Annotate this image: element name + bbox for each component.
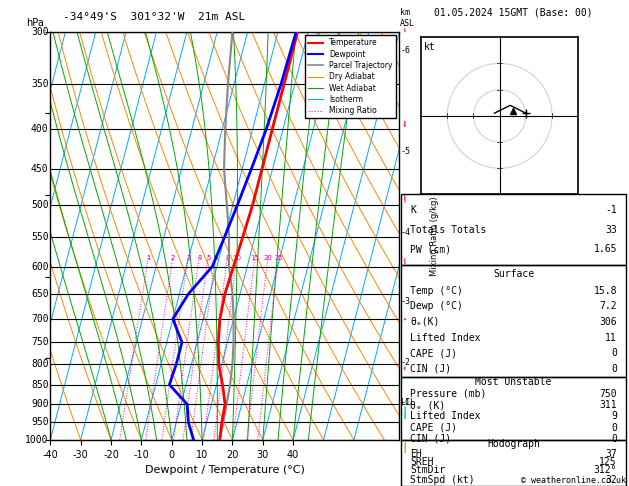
- Text: Dewp (°C): Dewp (°C): [410, 301, 463, 311]
- Text: 5: 5: [206, 255, 211, 261]
- Text: 0: 0: [611, 364, 617, 374]
- Text: CIN (J): CIN (J): [410, 434, 452, 444]
- Text: Most Unstable: Most Unstable: [476, 377, 552, 387]
- Text: -2: -2: [400, 358, 410, 366]
- Text: -1: -1: [400, 398, 410, 407]
- Text: 20: 20: [264, 255, 272, 261]
- Text: 400: 400: [31, 124, 48, 134]
- Text: © weatheronline.co.uk: © weatheronline.co.uk: [521, 475, 626, 485]
- Text: CAPE (J): CAPE (J): [410, 423, 457, 433]
- Text: 0: 0: [611, 348, 617, 358]
- Text: 0: 0: [611, 423, 617, 433]
- Text: 300: 300: [31, 27, 48, 36]
- Text: 850: 850: [31, 380, 48, 390]
- Text: 950: 950: [31, 417, 48, 428]
- Text: 1: 1: [147, 255, 151, 261]
- Text: -3: -3: [400, 297, 410, 306]
- Text: 900: 900: [31, 399, 48, 409]
- Text: θₑ (K): θₑ (K): [410, 400, 445, 410]
- Text: 6: 6: [213, 255, 218, 261]
- Text: Pressure (mb): Pressure (mb): [410, 389, 487, 399]
- Text: 350: 350: [31, 79, 48, 89]
- Text: Totals Totals: Totals Totals: [410, 225, 487, 235]
- Text: 2: 2: [171, 255, 175, 261]
- Text: 7.2: 7.2: [599, 301, 617, 311]
- Text: 4: 4: [198, 255, 202, 261]
- Text: 700: 700: [31, 314, 48, 324]
- Text: -6: -6: [400, 46, 410, 55]
- Text: CAPE (J): CAPE (J): [410, 348, 457, 358]
- Text: 3: 3: [186, 255, 191, 261]
- Text: Temp (°C): Temp (°C): [410, 286, 463, 295]
- Text: θₑ(K): θₑ(K): [410, 317, 440, 327]
- Text: Surface: Surface: [493, 269, 534, 279]
- Text: 450: 450: [31, 164, 48, 174]
- Text: 8: 8: [225, 255, 230, 261]
- Text: km
ASL: km ASL: [400, 8, 415, 28]
- Text: -4: -4: [400, 227, 410, 237]
- Text: 0: 0: [611, 434, 617, 444]
- X-axis label: Dewpoint / Temperature (°C): Dewpoint / Temperature (°C): [145, 465, 305, 475]
- Text: 01.05.2024 15GMT (Base: 00): 01.05.2024 15GMT (Base: 00): [434, 7, 593, 17]
- Text: PW (cm): PW (cm): [410, 244, 452, 254]
- Text: 15: 15: [250, 255, 260, 261]
- Text: 600: 600: [31, 261, 48, 272]
- Text: StmSpd (kt): StmSpd (kt): [410, 474, 475, 485]
- Text: 312°: 312°: [593, 465, 617, 475]
- Text: 311: 311: [599, 400, 617, 410]
- Text: 10: 10: [233, 255, 242, 261]
- Text: 500: 500: [31, 200, 48, 210]
- Text: EH: EH: [410, 449, 422, 459]
- Legend: Temperature, Dewpoint, Parcel Trajectory, Dry Adiabat, Wet Adiabat, Isotherm, Mi: Temperature, Dewpoint, Parcel Trajectory…: [304, 35, 396, 118]
- Text: 33: 33: [605, 225, 617, 235]
- Text: Lifted Index: Lifted Index: [410, 412, 481, 421]
- Text: 25: 25: [274, 255, 283, 261]
- Text: Mixing Ratio (g/kg): Mixing Ratio (g/kg): [430, 196, 439, 276]
- Text: 1000: 1000: [25, 435, 48, 445]
- Text: 750: 750: [599, 389, 617, 399]
- Text: 650: 650: [31, 289, 48, 299]
- Text: 800: 800: [31, 359, 48, 369]
- Text: kt: kt: [424, 42, 436, 52]
- Text: 32: 32: [605, 474, 617, 485]
- Text: 125: 125: [599, 457, 617, 467]
- Text: 37: 37: [605, 449, 617, 459]
- Text: 11: 11: [605, 332, 617, 343]
- Text: CIN (J): CIN (J): [410, 364, 452, 374]
- Text: 15.8: 15.8: [593, 286, 617, 295]
- Text: SREH: SREH: [410, 457, 434, 467]
- Text: -34°49'S  301°32'W  21m ASL: -34°49'S 301°32'W 21m ASL: [63, 12, 245, 22]
- Text: Lifted Index: Lifted Index: [410, 332, 481, 343]
- Text: StmDir: StmDir: [410, 465, 445, 475]
- Text: LCL: LCL: [400, 398, 415, 407]
- Text: 306: 306: [599, 317, 617, 327]
- Text: 9: 9: [611, 412, 617, 421]
- Text: -1: -1: [605, 205, 617, 215]
- Text: K: K: [410, 205, 416, 215]
- Text: -5: -5: [400, 147, 410, 156]
- Text: 750: 750: [31, 337, 48, 347]
- Text: hPa: hPa: [26, 17, 44, 28]
- Text: 550: 550: [31, 232, 48, 242]
- Text: Hodograph: Hodograph: [487, 439, 540, 449]
- Text: 1.65: 1.65: [593, 244, 617, 254]
